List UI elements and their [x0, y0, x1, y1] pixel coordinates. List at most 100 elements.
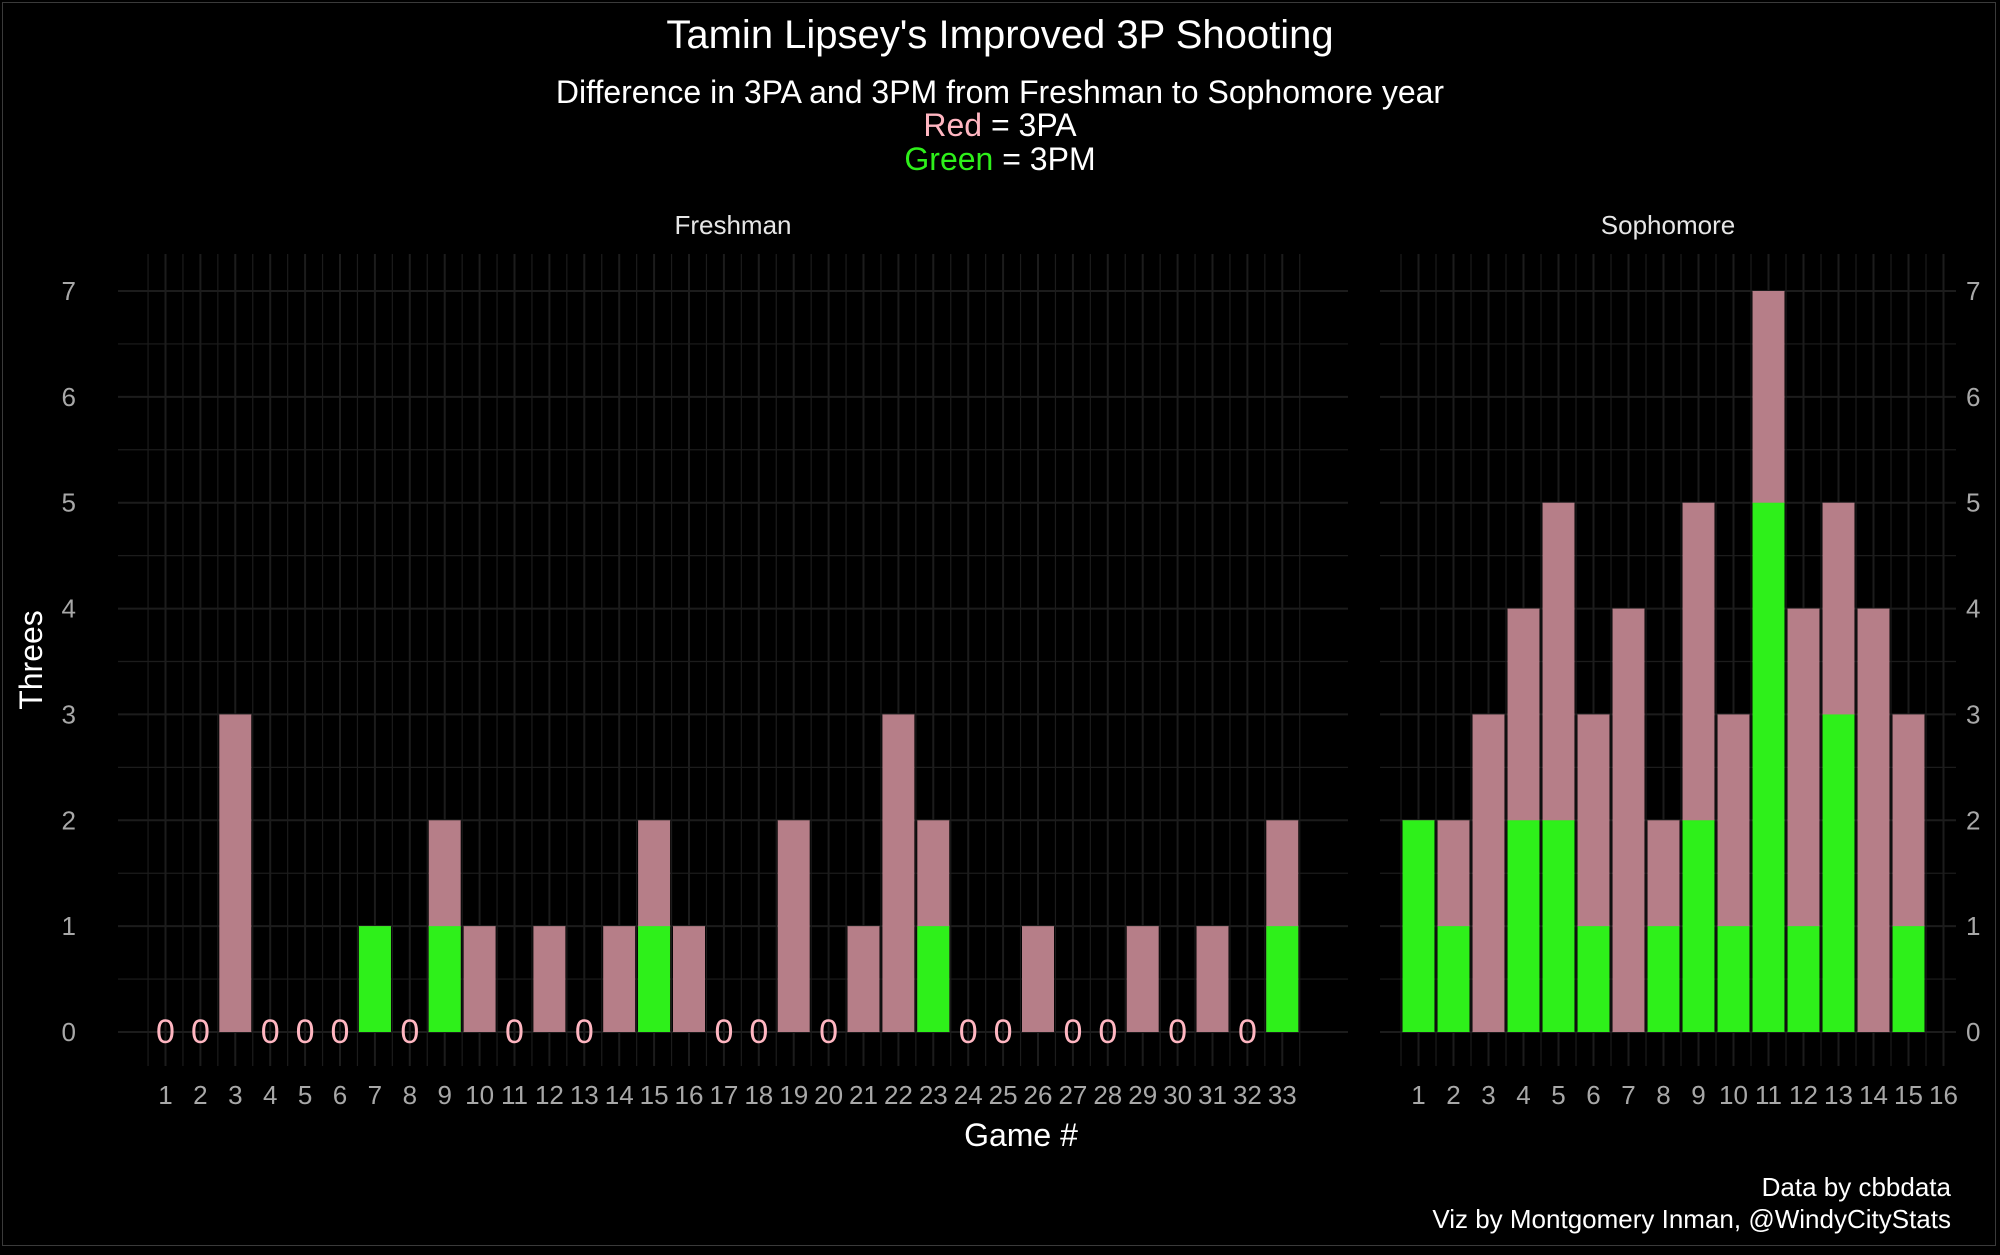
x-tick-freshman-10: 10 — [465, 1080, 494, 1110]
x-tick-sophomore-13: 13 — [1824, 1080, 1853, 1110]
bar-3pm-freshman-game-23 — [917, 926, 950, 1032]
facet-label-sophomore: Sophomore — [1601, 210, 1735, 240]
x-tick-freshman-31: 31 — [1198, 1080, 1227, 1110]
x-tick-freshman-17: 17 — [709, 1080, 738, 1110]
zero-label-freshman-game-25: 0 — [994, 1013, 1013, 1051]
chart-title: Tamin Lipsey's Improved 3P Shooting — [666, 13, 1333, 57]
zero-label-freshman-game-24: 0 — [959, 1013, 978, 1051]
bar-3pa-freshman-game-12 — [533, 926, 566, 1032]
legend-green-rest: = 3PM — [993, 141, 1095, 177]
x-tick-sophomore-10: 10 — [1719, 1080, 1748, 1110]
bar-3pa-freshman-game-14 — [603, 926, 636, 1032]
bar-3pm-sophomore-game-5 — [1542, 820, 1575, 1032]
caption-viz: Viz by Montgomery Inman, @WindyCityStats — [1432, 1204, 1951, 1234]
y-tick-right-1: 1 — [1966, 911, 1980, 941]
x-tick-freshman-24: 24 — [954, 1080, 983, 1110]
bar-3pm-sophomore-game-4 — [1507, 820, 1540, 1032]
bar-3pm-sophomore-game-6 — [1577, 926, 1610, 1032]
bar-3pa-freshman-game-31 — [1196, 926, 1229, 1032]
bar-3pm-sophomore-game-8 — [1647, 926, 1680, 1032]
y-axis-label: Threes — [13, 610, 49, 710]
zero-label-freshman-game-32: 0 — [1238, 1013, 1257, 1051]
x-tick-sophomore-8: 8 — [1656, 1080, 1670, 1110]
x-tick-freshman-19: 19 — [779, 1080, 808, 1110]
x-tick-freshman-20: 20 — [814, 1080, 843, 1110]
zero-label-freshman-game-4: 0 — [261, 1013, 280, 1051]
x-tick-freshman-22: 22 — [884, 1080, 913, 1110]
bar-3pa-freshman-game-22 — [882, 714, 915, 1032]
y-tick-right-2: 2 — [1966, 805, 1980, 835]
bar-3pa-freshman-game-19 — [777, 820, 810, 1032]
legend-3pa: Red = 3PA — [923, 107, 1077, 143]
y-tick-right-7: 7 — [1966, 276, 1980, 306]
y-tick-left-1: 1 — [62, 911, 76, 941]
x-tick-freshman-18: 18 — [744, 1080, 773, 1110]
x-tick-sophomore-11: 11 — [1755, 1080, 1782, 1110]
y-tick-right-4: 4 — [1966, 594, 1980, 624]
x-tick-freshman-1: 1 — [158, 1080, 172, 1110]
x-tick-freshman-2: 2 — [193, 1080, 207, 1110]
zero-label-freshman-game-2: 0 — [191, 1013, 210, 1051]
bar-3pm-sophomore-game-9 — [1682, 820, 1715, 1032]
y-tick-right-5: 5 — [1966, 488, 1980, 518]
x-tick-freshman-21: 21 — [849, 1080, 878, 1110]
facet-label-freshman: Freshman — [674, 210, 791, 240]
bar-3pm-sophomore-game-1 — [1402, 820, 1435, 1032]
zero-label-freshman-game-28: 0 — [1098, 1013, 1117, 1051]
bar-3pm-sophomore-game-12 — [1787, 926, 1820, 1032]
zero-label-freshman-game-17: 0 — [714, 1013, 733, 1051]
y-tick-left-2: 2 — [62, 805, 76, 835]
x-axis-label: Game # — [964, 1117, 1078, 1153]
y-tick-left-4: 4 — [62, 594, 76, 624]
bar-3pa-freshman-game-10 — [463, 926, 496, 1032]
x-tick-freshman-30: 30 — [1163, 1080, 1192, 1110]
x-tick-sophomore-4: 4 — [1516, 1080, 1530, 1110]
bar-3pm-sophomore-game-11 — [1752, 502, 1785, 1032]
y-tick-left-5: 5 — [62, 488, 76, 518]
x-tick-sophomore-7: 7 — [1621, 1080, 1635, 1110]
x-tick-freshman-16: 16 — [675, 1080, 704, 1110]
zero-label-freshman-game-13: 0 — [575, 1013, 594, 1051]
bar-3pa-sophomore-game-7 — [1612, 608, 1645, 1032]
x-tick-freshman-15: 15 — [640, 1080, 669, 1110]
bar-3pm-sophomore-game-2 — [1437, 926, 1470, 1032]
y-tick-left-6: 6 — [62, 382, 76, 412]
y-tick-right-6: 6 — [1966, 382, 1980, 412]
x-tick-sophomore-5: 5 — [1551, 1080, 1565, 1110]
x-tick-sophomore-3: 3 — [1481, 1080, 1495, 1110]
caption-data: Data by cbbdata — [1762, 1172, 1952, 1202]
legend-red-word: Red — [923, 107, 982, 143]
x-tick-sophomore-1: 1 — [1411, 1080, 1425, 1110]
bar-3pa-freshman-game-26 — [1022, 926, 1054, 1032]
x-tick-freshman-26: 26 — [1024, 1080, 1053, 1110]
zero-label-freshman-game-30: 0 — [1168, 1013, 1187, 1051]
zero-label-freshman-game-20: 0 — [819, 1013, 838, 1051]
bar-3pm-freshman-game-15 — [638, 926, 671, 1032]
x-tick-freshman-14: 14 — [605, 1080, 634, 1110]
x-tick-sophomore-15: 15 — [1894, 1080, 1923, 1110]
x-tick-sophomore-12: 12 — [1789, 1080, 1818, 1110]
y-tick-right-3: 3 — [1966, 699, 1980, 729]
legend-red-rest: = 3PA — [982, 107, 1077, 143]
x-tick-freshman-25: 25 — [989, 1080, 1018, 1110]
x-tick-freshman-7: 7 — [368, 1080, 382, 1110]
chart-subtitle: Difference in 3PA and 3PM from Freshman … — [556, 74, 1444, 110]
bar-3pa-freshman-game-3 — [219, 714, 252, 1032]
zero-label-freshman-game-1: 0 — [156, 1013, 175, 1051]
x-tick-freshman-33: 33 — [1268, 1080, 1297, 1110]
x-tick-freshman-28: 28 — [1093, 1080, 1122, 1110]
x-tick-freshman-23: 23 — [919, 1080, 948, 1110]
y-tick-right-0: 0 — [1966, 1017, 1980, 1047]
zero-label-freshman-game-27: 0 — [1063, 1013, 1082, 1051]
bar-3pm-freshman-game-33 — [1266, 926, 1299, 1032]
x-tick-sophomore-2: 2 — [1446, 1080, 1460, 1110]
x-tick-freshman-29: 29 — [1128, 1080, 1157, 1110]
x-tick-freshman-9: 9 — [437, 1080, 451, 1110]
bar-3pm-sophomore-game-13 — [1822, 714, 1855, 1032]
x-tick-freshman-3: 3 — [228, 1080, 242, 1110]
bar-3pa-sophomore-game-3 — [1472, 714, 1505, 1032]
